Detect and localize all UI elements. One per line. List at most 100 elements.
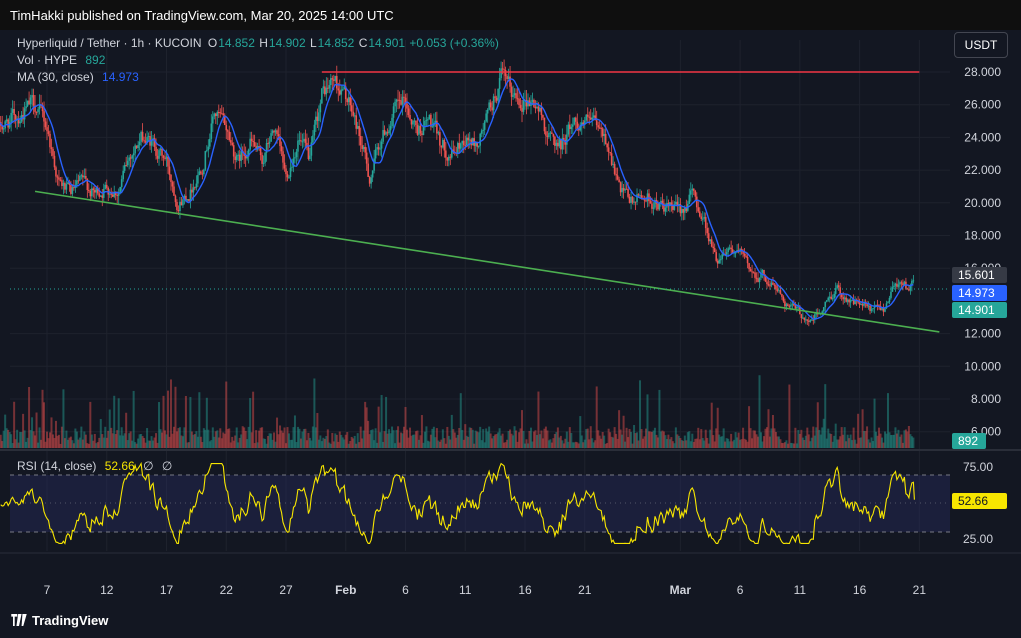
volume-bar: [352, 438, 355, 448]
volume-bar: [443, 438, 446, 448]
time-tick-label: 11: [794, 583, 807, 597]
volume-bar: [510, 433, 513, 448]
candle-body: [787, 304, 789, 307]
volume-bar: [320, 441, 323, 448]
rsi-legend[interactable]: RSI (14, close) 52.66 ∅ ∅: [17, 459, 173, 473]
volume-bars: [0, 375, 915, 448]
candle-body: [204, 151, 207, 170]
candle-body: [849, 300, 852, 303]
candle-body: [627, 189, 629, 197]
candle-body: [436, 120, 438, 134]
volume-bar: [465, 435, 468, 448]
volume-bar: [483, 442, 486, 448]
volume-bar: [137, 438, 140, 448]
candle-body: [132, 153, 135, 156]
volume-bar: [737, 432, 740, 448]
ma-legend[interactable]: MA (30, close) 14.973: [17, 70, 140, 84]
volume-bar: [280, 430, 283, 448]
volume-bar: [253, 443, 256, 448]
candle-body: [465, 137, 468, 146]
candle-body: [840, 293, 843, 298]
volume-bar: [852, 427, 855, 448]
candle-body: [834, 288, 837, 294]
volume-bar: [740, 439, 743, 448]
volume-bar: [373, 440, 376, 448]
candle-body: [364, 146, 366, 153]
volume-bar: [734, 432, 737, 448]
candle-body: [779, 290, 782, 295]
volume-bar: [207, 429, 210, 448]
volume-bar: [201, 442, 204, 448]
candle-body: [125, 165, 127, 167]
candle-body: [37, 109, 39, 113]
volume-bar: [38, 427, 41, 448]
volume-bar: [343, 439, 346, 448]
time-tick-label: Mar: [670, 583, 692, 597]
volume-bar: [609, 432, 612, 448]
volume-bar: [544, 426, 547, 448]
volume-bar: [491, 438, 494, 448]
candle-body: [633, 201, 635, 203]
candle-body: [616, 175, 619, 180]
volume-bar: [43, 402, 46, 448]
candle-body: [796, 306, 798, 309]
candle-body: [176, 201, 178, 210]
candle-body: [881, 307, 883, 311]
volume-bar: [715, 428, 718, 448]
volume-bar: [743, 438, 746, 448]
volume-bar: [23, 430, 26, 448]
volume-bar: [455, 437, 458, 448]
volume-bar: [246, 439, 249, 448]
volume-bar: [261, 427, 264, 448]
candle-body: [557, 142, 559, 147]
candle-body: [1, 125, 3, 130]
volume-bar: [117, 398, 120, 448]
candle-body: [839, 287, 841, 294]
candle-body: [510, 86, 513, 97]
candle-body: [71, 187, 74, 194]
candle-body: [192, 187, 195, 193]
time-tick-label: 11: [459, 583, 472, 597]
price-axis[interactable]: 28.00026.00024.00022.00020.00018.00016.0…: [964, 65, 1001, 439]
candle-body: [437, 132, 440, 134]
volume-bar: [405, 429, 408, 448]
candle-body: [359, 136, 362, 146]
volume-bar: [806, 427, 809, 448]
time-axis[interactable]: 7 12 17 22 27 Feb 6 11 16 21 Mar 6 11 16 21: [44, 583, 927, 597]
volume-bar: [250, 432, 253, 448]
candle-body: [691, 188, 694, 191]
candle-body: [861, 304, 864, 306]
volume-bar: [830, 433, 833, 448]
candle-body: [349, 97, 352, 106]
volume-legend[interactable]: Vol · HYPE 892: [17, 53, 106, 67]
volume-bar: [869, 442, 872, 448]
volume-bar: [63, 438, 66, 448]
rsi-legend-value: 52.66: [104, 459, 135, 473]
candle-body: [549, 132, 552, 134]
candle-body: [504, 70, 507, 77]
currency-button[interactable]: USDT: [954, 32, 1008, 58]
volume-bar: [589, 426, 592, 448]
candle-body: [459, 143, 462, 149]
symbol-legend[interactable]: Hyperliquid / Tether · 1h · KUCOIN O14.8…: [17, 36, 500, 50]
candle-body: [891, 287, 894, 292]
candle-body: [86, 178, 89, 191]
candle-body: [579, 125, 582, 131]
volume-bar: [907, 426, 910, 448]
volume-bar: [492, 436, 495, 448]
candle-body: [389, 126, 392, 131]
volume-bar: [57, 434, 60, 448]
support-line[interactable]: [34, 190, 940, 333]
volume-bar: [479, 426, 482, 448]
candle-body: [26, 100, 29, 107]
candle-body: [537, 106, 540, 112]
volume-bar: [677, 435, 680, 448]
tradingview-logo[interactable]: TradingView: [10, 613, 108, 628]
candle-body: [800, 314, 803, 319]
volume-bar: [125, 412, 128, 448]
volume-bar: [495, 433, 498, 448]
candle-body: [201, 173, 204, 175]
volume-bar: [216, 430, 219, 448]
rsi-axis[interactable]: 75.00 25.00: [963, 460, 993, 546]
